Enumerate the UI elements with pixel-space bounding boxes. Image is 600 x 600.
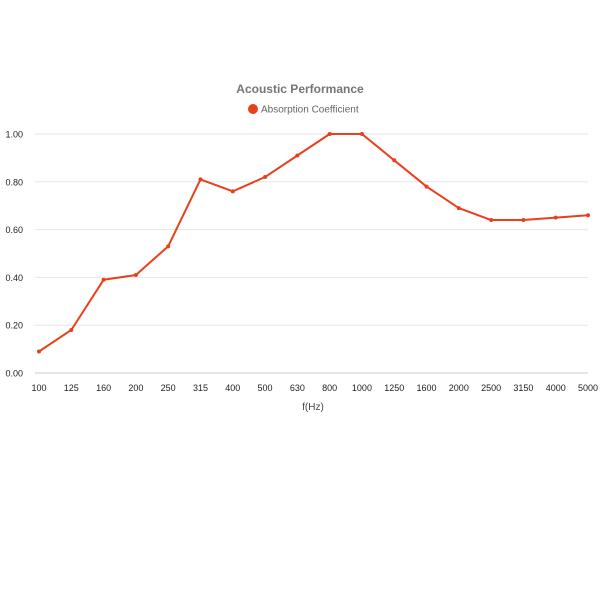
y-tick-label: 0.40 <box>5 273 23 283</box>
data-point[interactable] <box>553 215 558 220</box>
y-axis-ticks: 0.00 0.20 0.40 0.60 0.80 1.00 <box>5 130 23 379</box>
x-tick-label: 400 <box>225 383 240 393</box>
x-tick-label: 4000 <box>546 383 566 393</box>
x-tick-label: 200 <box>128 383 143 393</box>
data-point[interactable] <box>392 158 397 163</box>
y-tick-label: 0.00 <box>5 369 23 379</box>
x-tick-label: 2000 <box>449 383 469 393</box>
x-tick-label: 2500 <box>481 383 501 393</box>
data-point[interactable] <box>586 213 590 218</box>
data-point[interactable] <box>456 206 461 211</box>
y-tick-label: 0.60 <box>5 225 23 235</box>
data-point[interactable] <box>424 184 429 189</box>
data-point[interactable] <box>263 175 268 180</box>
legend[interactable]: Absorption Coefficient <box>248 104 359 116</box>
x-tick-label: 100 <box>31 383 46 393</box>
chart-title: Acoustic Performance <box>236 82 364 96</box>
data-point[interactable] <box>359 132 364 136</box>
series-layer <box>37 132 590 354</box>
data-point[interactable] <box>133 273 138 278</box>
x-tick-label: 3150 <box>513 383 533 393</box>
data-point[interactable] <box>37 349 41 354</box>
grid-layer <box>35 133 588 374</box>
data-point[interactable] <box>230 189 235 194</box>
x-tick-label: 5000 <box>578 383 598 393</box>
x-tick-label: 1250 <box>384 383 404 393</box>
x-axis-ticks: 100 125 160 200 250 315 400 500 630 800 1000 1250 16… <box>31 383 598 393</box>
legend-label-absorption-coefficient: Absorption Coefficient <box>261 105 359 116</box>
legend-marker-absorption-coefficient <box>248 104 258 114</box>
x-tick-label: 160 <box>96 383 111 393</box>
data-point[interactable] <box>101 277 106 282</box>
data-point[interactable] <box>198 177 203 182</box>
data-point[interactable] <box>327 132 332 136</box>
x-axis-label: f(Hz) <box>302 402 324 413</box>
x-tick-label: 125 <box>64 383 79 393</box>
data-point[interactable] <box>69 327 74 332</box>
x-tick-label: 1600 <box>417 383 437 393</box>
series-line-absorption-coefficient <box>38 133 589 353</box>
x-tick-label: 800 <box>322 383 337 393</box>
y-tick-label: 1.00 <box>5 130 23 140</box>
y-tick-label: 0.20 <box>5 321 23 331</box>
x-tick-label: 315 <box>193 383 208 393</box>
x-tick-label: 1000 <box>352 383 372 393</box>
x-tick-label: 500 <box>258 383 273 393</box>
x-tick-label: 630 <box>290 383 305 393</box>
data-point[interactable] <box>166 244 171 249</box>
x-tick-label: 250 <box>161 383 176 393</box>
data-point[interactable] <box>489 218 494 223</box>
y-tick-label: 0.80 <box>5 177 23 187</box>
data-point[interactable] <box>295 153 300 158</box>
data-point[interactable] <box>521 218 526 223</box>
